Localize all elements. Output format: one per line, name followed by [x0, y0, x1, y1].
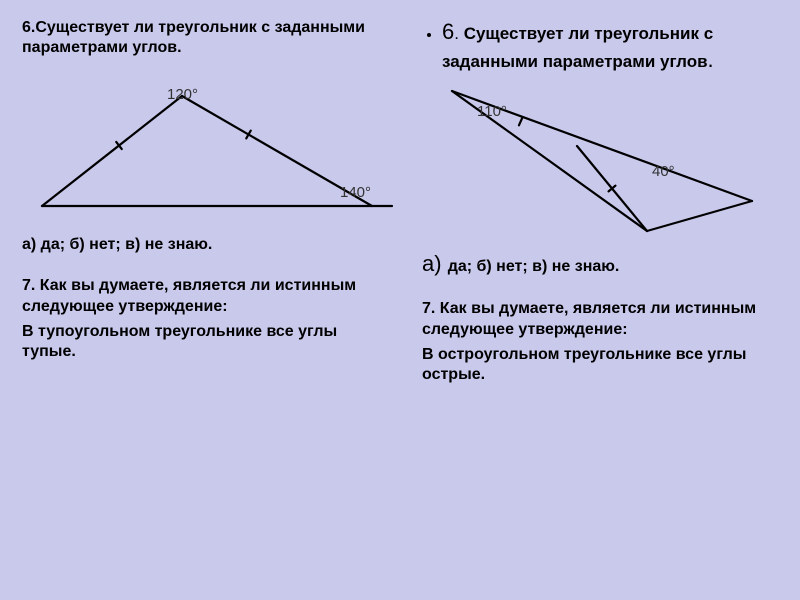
right-q7-text: Как вы думаете, является ли истинным сле… [422, 300, 756, 338]
right-q7-num: 7. [422, 300, 440, 317]
right-q7-stmt: В остроугольном треугольнике все углы ос… [422, 345, 778, 387]
left-answers: а) да; б) нет; в) не знаю. [22, 236, 378, 254]
left-q6-text: Существует ли треугольник с заданными па… [22, 19, 365, 56]
left-q6-title: 6.Существует ли треугольник с заданными … [22, 18, 378, 58]
right-q6-li: 6. Существует ли треугольник с заданными… [442, 18, 778, 73]
left-q7-title: 7. Как вы думаете, является ли истинным … [22, 276, 378, 318]
left-q7-text: Как вы думаете, является ли истинным сле… [22, 277, 356, 315]
left-angle-140: 140° [340, 184, 371, 201]
right-column: 6. Существует ли треугольник с заданными… [400, 0, 800, 600]
right-angle-40: 40° [652, 163, 675, 180]
right-q6-bigdot: . [708, 47, 714, 72]
right-q6-bullet-wrap: 6. Существует ли треугольник с заданными… [422, 18, 778, 73]
left-angle-120: 120° [167, 86, 198, 103]
right-q7-title: 7. Как вы думаете, является ли истинным … [422, 299, 778, 341]
right-angle-110: 110° [477, 103, 507, 120]
left-q7-stmt: В тупоугольном треугольнике все углы туп… [22, 322, 378, 364]
right-q6-title: 6. Существует ли треугольник с заданными… [442, 18, 778, 73]
right-figure: 110° 40° [422, 81, 778, 241]
right-q6-dot: . [454, 24, 463, 43]
right-answers-rest: да; б) нет; в) не знаю. [448, 258, 620, 275]
right-q6-text: Существует ли треугольник с заданными па… [442, 24, 713, 71]
left-q6-num: 6. [22, 19, 35, 36]
right-answers: а) да; б) нет; в) не знаю. [422, 251, 778, 277]
right-answers-a: а) [422, 251, 448, 276]
left-triangle-svg [22, 66, 402, 226]
left-figure: 120° 140° [22, 66, 378, 226]
left-q7-num: 7. [22, 277, 40, 294]
left-column: 6.Существует ли треугольник с заданными … [0, 0, 400, 600]
right-q6-num: 6 [442, 19, 454, 44]
